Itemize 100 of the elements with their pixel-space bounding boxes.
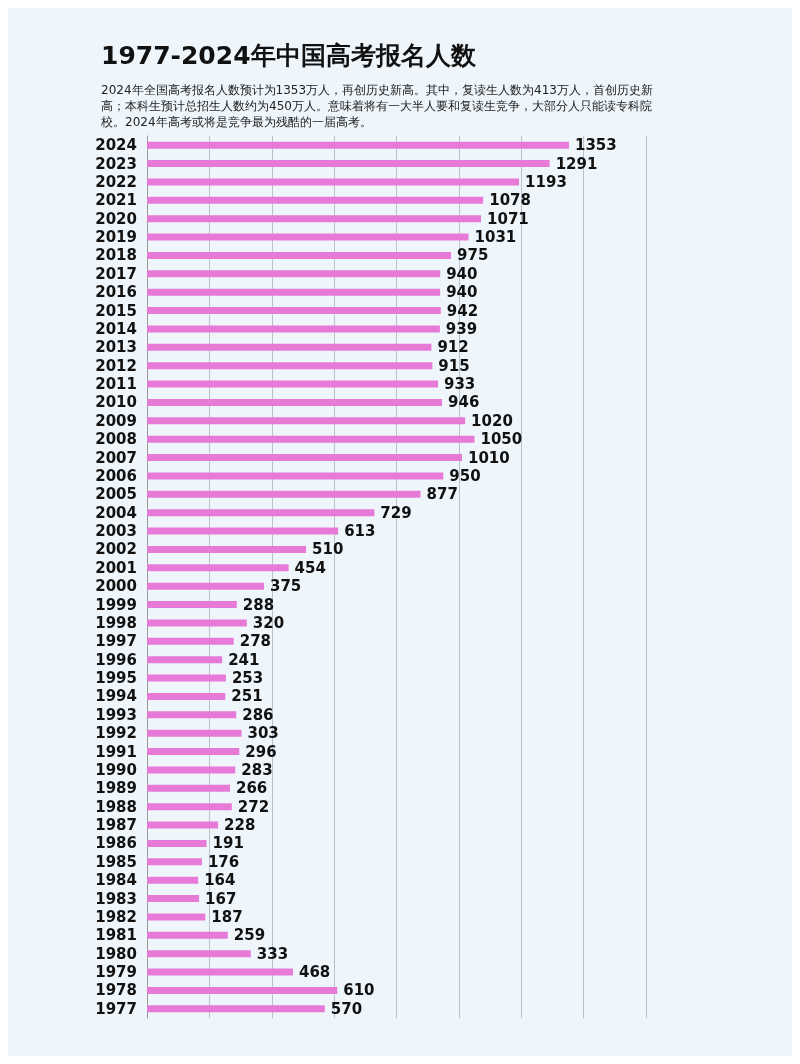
- data-label: 942: [446, 301, 479, 320]
- bar: [147, 748, 240, 756]
- y-tick-label: 2013: [95, 338, 137, 357]
- bar: [147, 711, 237, 719]
- data-label: 286: [242, 705, 274, 724]
- y-tick-label: 2024: [95, 136, 137, 155]
- y-tick-label: 1985: [95, 852, 137, 871]
- data-label: 940: [446, 264, 478, 283]
- y-tick-label: 1995: [95, 669, 137, 688]
- y-tick-label: 2010: [95, 393, 137, 412]
- y-tick-label: 2004: [95, 503, 137, 522]
- data-label: 283: [241, 760, 273, 779]
- y-tick-label: 1984: [95, 871, 137, 890]
- bar: [147, 950, 251, 958]
- y-tick-label: 1982: [95, 907, 137, 926]
- y-tick-label: 2019: [95, 228, 137, 247]
- bar: [147, 601, 237, 609]
- data-label: 272: [237, 797, 270, 816]
- y-tick-label: 1980: [95, 944, 137, 963]
- bar: [147, 839, 207, 847]
- data-label: 187: [211, 907, 243, 926]
- bar: [147, 472, 444, 480]
- bar: [147, 821, 219, 829]
- data-label: 1071: [487, 209, 529, 228]
- data-label: 877: [426, 485, 458, 504]
- data-label: 303: [247, 724, 279, 743]
- y-tick-label: 1994: [95, 687, 137, 706]
- data-label: 176: [207, 852, 240, 871]
- bar: [147, 196, 484, 204]
- bar: [147, 858, 202, 866]
- y-tick-label: 2015: [95, 301, 137, 320]
- bar: [147, 509, 375, 517]
- data-label: 228: [224, 816, 256, 835]
- data-label: 613: [344, 522, 376, 541]
- bar: [147, 582, 264, 590]
- y-tick-label: 1988: [95, 797, 137, 816]
- data-label: 191: [212, 834, 244, 853]
- y-tick-label: 1997: [95, 632, 137, 651]
- y-tick-label: 2005: [95, 485, 137, 504]
- y-tick-label: 2008: [95, 430, 137, 449]
- data-label: 1020: [471, 411, 513, 430]
- data-label: 610: [343, 981, 375, 1000]
- bar: [147, 270, 441, 278]
- bar: [147, 564, 289, 572]
- bar: [147, 325, 440, 333]
- data-label: 164: [204, 871, 236, 890]
- data-label: 939: [445, 319, 478, 338]
- y-tick-label: 1992: [95, 724, 137, 743]
- bar: [147, 913, 206, 921]
- y-tick-label: 1981: [95, 926, 137, 945]
- data-label: 950: [449, 466, 481, 485]
- bar: [147, 398, 443, 406]
- data-label: 241: [228, 650, 260, 669]
- data-label: 278: [239, 632, 272, 651]
- bar: [147, 656, 223, 664]
- y-tick-label: 2006: [95, 466, 137, 485]
- bar: [147, 931, 228, 939]
- data-label: 1078: [489, 191, 531, 210]
- data-label: 1353: [574, 136, 617, 155]
- y-tick-label: 2001: [95, 558, 137, 577]
- y-tick-label: 1987: [95, 816, 137, 835]
- data-label: 912: [437, 338, 469, 357]
- y-tick-label: 1989: [95, 779, 137, 798]
- bar: [147, 674, 226, 682]
- data-label: 570: [330, 999, 363, 1018]
- data-label: 510: [312, 540, 344, 559]
- bar: [147, 986, 338, 994]
- data-label: 975: [457, 246, 489, 265]
- y-tick-label: 2017: [95, 264, 137, 283]
- y-tick-label: 2014: [95, 319, 137, 338]
- bar: [147, 160, 550, 168]
- data-label: 167: [205, 889, 237, 908]
- bar: [147, 803, 232, 811]
- y-tick-label: 2007: [95, 448, 137, 467]
- data-label: 1193: [525, 172, 567, 191]
- bar: [147, 637, 234, 645]
- bar: [147, 895, 200, 903]
- data-label: 266: [235, 779, 268, 798]
- y-tick-label: 1978: [95, 981, 137, 1000]
- y-tick-label: 2009: [95, 411, 137, 430]
- y-tick-label: 2018: [95, 246, 137, 265]
- bar: [147, 876, 199, 884]
- bar: [147, 233, 469, 241]
- bar: [147, 729, 242, 737]
- chart-title: 1977-2024年中国高考报名人数: [101, 41, 477, 70]
- data-label: 946: [448, 393, 480, 412]
- data-label: 1050: [480, 430, 523, 449]
- y-tick-label: 2012: [95, 356, 137, 375]
- y-tick-label: 1986: [95, 834, 137, 853]
- y-tick-label: 1983: [95, 889, 137, 908]
- data-label: 468: [298, 963, 331, 982]
- bar: [147, 362, 433, 370]
- bar: [147, 454, 462, 462]
- y-tick-label: 2020: [95, 209, 137, 228]
- bar: [147, 619, 247, 627]
- data-label: 1010: [467, 448, 510, 467]
- bar: [147, 435, 475, 443]
- data-label: 454: [294, 558, 326, 577]
- y-tick-label: 2000: [95, 577, 137, 596]
- bar: [147, 1005, 325, 1013]
